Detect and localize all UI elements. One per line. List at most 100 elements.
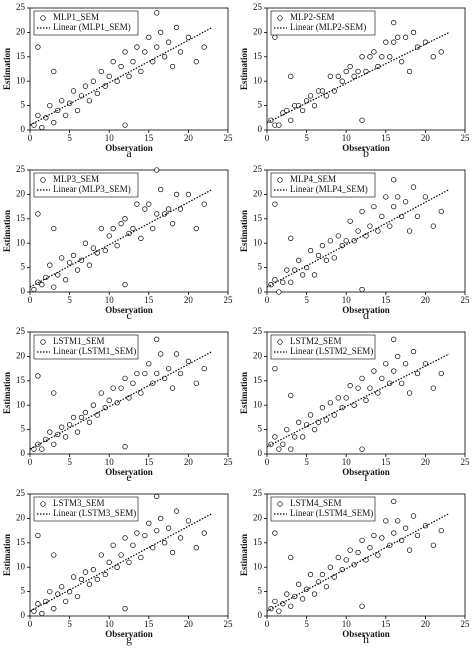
point bbox=[158, 29, 164, 36]
y-axis-label: Estimation bbox=[239, 534, 249, 576]
point bbox=[272, 277, 278, 283]
x-tick-label: 10 bbox=[105, 295, 115, 305]
point bbox=[292, 434, 298, 440]
point bbox=[55, 272, 61, 278]
x-tick-label: 15 bbox=[144, 619, 154, 629]
point bbox=[359, 117, 365, 123]
point bbox=[311, 591, 318, 597]
y-tick-label: 10 bbox=[253, 561, 263, 571]
point bbox=[146, 201, 152, 207]
legend-label: Linear (LSTM2_SEM) bbox=[290, 346, 373, 356]
point bbox=[193, 59, 199, 65]
point bbox=[173, 508, 180, 514]
plot-frame bbox=[29, 169, 229, 293]
point bbox=[422, 361, 429, 367]
point bbox=[438, 208, 444, 215]
y-tick-label: 15 bbox=[253, 51, 263, 61]
y-tick-label: 15 bbox=[16, 213, 26, 223]
x-tick-label: 5 bbox=[67, 133, 72, 143]
point bbox=[335, 395, 341, 401]
point bbox=[327, 564, 334, 570]
legend-marker bbox=[277, 339, 283, 345]
y-tick-label: 5 bbox=[258, 262, 263, 272]
point bbox=[154, 527, 160, 534]
point bbox=[311, 272, 318, 278]
plot-frame bbox=[29, 493, 229, 617]
legend-marker bbox=[40, 501, 46, 507]
x-tick-label: 25 bbox=[224, 619, 234, 629]
x-tick-label: 15 bbox=[144, 133, 154, 143]
y-tick-label: 0 bbox=[258, 610, 263, 620]
x-tick-label: 20 bbox=[421, 457, 431, 467]
point bbox=[154, 493, 160, 500]
point bbox=[272, 34, 278, 40]
point bbox=[118, 385, 124, 391]
point bbox=[402, 361, 409, 367]
point bbox=[138, 554, 144, 561]
point bbox=[118, 221, 124, 227]
point bbox=[387, 223, 393, 229]
point bbox=[359, 286, 365, 293]
x-tick-label: 15 bbox=[144, 457, 154, 467]
point bbox=[98, 225, 104, 232]
y-tick-label: 5 bbox=[258, 424, 263, 434]
y-tick-label: 15 bbox=[16, 375, 26, 385]
x-tick-label: 5 bbox=[304, 295, 309, 305]
point bbox=[161, 540, 168, 546]
x-axis-label: Observation bbox=[342, 305, 390, 315]
legend-label: LSTM2_SEM bbox=[290, 336, 342, 346]
point bbox=[177, 370, 184, 377]
point bbox=[185, 191, 192, 198]
point bbox=[169, 385, 176, 391]
x-tick-label: 5 bbox=[67, 457, 72, 467]
point bbox=[343, 68, 349, 75]
point bbox=[74, 267, 81, 273]
x-tick-label: 25 bbox=[461, 295, 471, 305]
point bbox=[276, 122, 282, 128]
point bbox=[154, 44, 160, 50]
x-axis-label: Observation bbox=[342, 143, 390, 153]
legend-marker bbox=[277, 501, 283, 507]
point bbox=[142, 206, 148, 212]
point bbox=[307, 412, 314, 418]
point bbox=[70, 414, 77, 421]
point bbox=[193, 380, 199, 386]
x-tick-label: 0 bbox=[265, 133, 270, 143]
point bbox=[62, 112, 69, 119]
point bbox=[406, 547, 413, 553]
point bbox=[158, 186, 164, 193]
point bbox=[288, 73, 294, 79]
point bbox=[343, 557, 349, 563]
point bbox=[347, 63, 353, 70]
point bbox=[347, 383, 353, 389]
point bbox=[395, 194, 401, 200]
legend-box bbox=[33, 496, 139, 522]
point bbox=[173, 351, 180, 357]
point bbox=[284, 591, 290, 597]
point bbox=[51, 225, 57, 232]
point bbox=[90, 245, 97, 251]
y-tick-label: 20 bbox=[253, 188, 263, 198]
point bbox=[371, 368, 377, 374]
x-tick-label: 15 bbox=[381, 295, 391, 305]
point bbox=[114, 78, 120, 84]
point bbox=[122, 606, 128, 612]
y-tick-label: 5 bbox=[21, 586, 26, 596]
point bbox=[391, 39, 397, 45]
x-tick-label: 20 bbox=[184, 457, 194, 467]
x-axis-label: Observation bbox=[105, 305, 153, 315]
panel-caption: f bbox=[364, 470, 368, 484]
point bbox=[154, 211, 160, 217]
point bbox=[351, 73, 357, 79]
x-tick-label: 15 bbox=[144, 295, 154, 305]
x-tick-label: 10 bbox=[105, 457, 115, 467]
point bbox=[395, 353, 401, 360]
point bbox=[379, 54, 385, 60]
trend-line bbox=[266, 512, 450, 612]
point bbox=[414, 532, 421, 539]
point bbox=[169, 221, 176, 227]
plot-frame bbox=[266, 331, 466, 455]
point bbox=[134, 44, 140, 50]
point bbox=[391, 530, 397, 536]
point bbox=[130, 542, 136, 548]
